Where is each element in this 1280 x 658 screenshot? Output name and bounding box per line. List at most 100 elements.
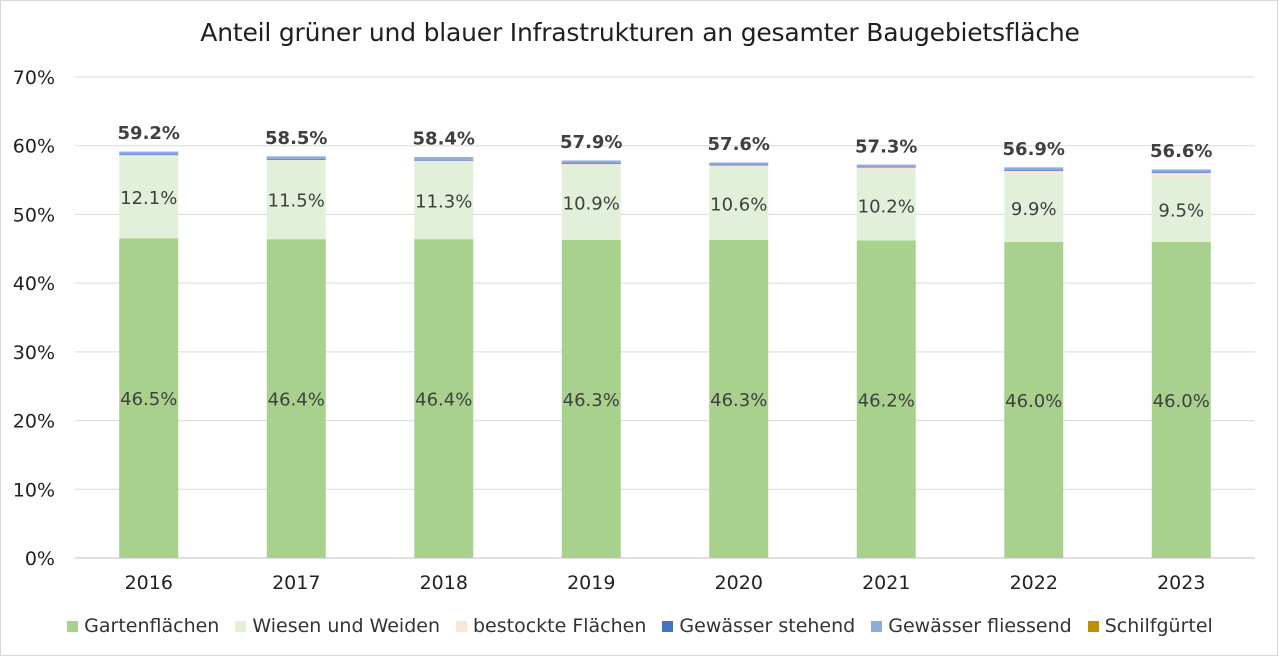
bar-segment [266, 156, 326, 160]
total-label: 57.6% [708, 134, 770, 155]
total-label: 57.9% [560, 132, 622, 153]
data-label: 46.0% [1005, 391, 1062, 412]
legend-swatch [1087, 620, 1099, 632]
y-tick-label: 20% [13, 411, 55, 433]
bar-segment [119, 154, 179, 156]
bar-segment [414, 161, 474, 240]
legend-swatch [67, 620, 79, 632]
data-label: 46.3% [563, 390, 620, 411]
legend-item: Schilfgürtel [1087, 615, 1213, 637]
legend-item: Wiesen und Weiden [235, 615, 440, 637]
total-label: 58.4% [413, 129, 475, 150]
bar-segment [266, 159, 326, 160]
legend-item: Gewässer fliessend [871, 615, 1072, 637]
bar-segment [561, 163, 621, 165]
data-label: 10.6% [710, 194, 767, 215]
bar-segment [561, 163, 621, 165]
bar-segment [414, 157, 474, 160]
data-label: 46.0% [1153, 391, 1210, 412]
bar-segment [119, 155, 179, 239]
legend-label: Gewässer fliessend [888, 615, 1072, 637]
bar-segment [709, 164, 769, 166]
bar-segment [119, 151, 179, 155]
legend-swatch [871, 620, 883, 632]
data-label: 10.9% [563, 193, 620, 214]
bar-segment [414, 160, 474, 162]
bar-segment [709, 164, 769, 168]
data-label: 12.1% [120, 188, 177, 209]
bar-segment [1151, 172, 1211, 177]
plot-area: 0% 10% 20% 30% 40% 50% 60% 70% 46.5% 12.1% 59.2% 20… [13, 67, 1255, 594]
data-label: 46.2% [858, 390, 915, 411]
legend-item: Gewässer stehend [662, 615, 855, 637]
legend-swatch [662, 620, 674, 632]
y-tick-label: 60% [13, 136, 55, 158]
bar-segment [856, 240, 916, 559]
bar-segment [266, 239, 326, 558]
x-tick-label: 2020 [715, 572, 763, 594]
bar-segment [1004, 170, 1064, 174]
data-label: 46.5% [120, 389, 177, 410]
bar-segment [119, 238, 179, 558]
bar-segment [709, 162, 769, 165]
total-label: 56.9% [1003, 139, 1065, 160]
data-label: 9.9% [1011, 199, 1057, 220]
bar-segment [1151, 176, 1211, 242]
x-tick-label: 2019 [567, 572, 615, 594]
bar-segment [856, 170, 916, 241]
total-label: 56.6% [1150, 141, 1212, 162]
bar-segment [1004, 170, 1064, 171]
legend-label: Gewässer stehend [679, 615, 856, 637]
data-label: 46.3% [710, 390, 767, 411]
y-tick-label: 70% [13, 67, 55, 89]
bar-segment [856, 164, 916, 167]
legend-swatch [235, 620, 247, 632]
data-label: 9.5% [1158, 200, 1204, 221]
x-tick-label: 2022 [1010, 572, 1058, 594]
bar-segment [561, 239, 621, 559]
bar-segment [1151, 169, 1211, 173]
bar-segment [1151, 241, 1211, 558]
legend-label: Gartenflächen [84, 615, 220, 637]
legend-item: bestockte Flächen [455, 615, 647, 637]
y-tick-label: 30% [13, 342, 55, 364]
bar-segment [1004, 167, 1064, 171]
data-label: 10.2% [858, 196, 915, 217]
data-label: 46.4% [268, 390, 325, 411]
y-tick-label: 50% [13, 204, 55, 226]
chart-title: Anteil grüner und blauer Infrastrukturen… [200, 18, 1080, 47]
total-label: 57.3% [855, 136, 917, 157]
bar-segment [856, 166, 916, 168]
bar-segment [1004, 241, 1064, 558]
data-label: 11.5% [268, 191, 325, 212]
x-tick-label: 2017 [272, 572, 320, 594]
bar-segment [856, 167, 916, 171]
legend-swatch [455, 620, 467, 632]
y-tick-label: 0% [25, 548, 55, 570]
bar-segment [561, 160, 621, 164]
legend: Gartenflächen Wiesen und Weiden bestockte … [0, 614, 1280, 638]
x-tick-label: 2021 [862, 572, 910, 594]
total-label: 58.5% [265, 128, 327, 149]
bar-segment [1004, 173, 1064, 242]
x-tick-label: 2016 [125, 572, 173, 594]
bar-segment [414, 239, 474, 558]
total-label: 59.2% [118, 123, 180, 144]
bar-segment [709, 239, 769, 559]
bar-segment [266, 160, 326, 240]
x-tick-label: 2023 [1157, 572, 1205, 594]
data-label: 11.3% [415, 191, 472, 212]
legend-label: bestockte Flächen [472, 615, 647, 637]
y-tick-label: 10% [13, 479, 55, 501]
bar-segment [1151, 172, 1211, 173]
legend-item: Gartenflächen [67, 615, 219, 637]
y-tick-label: 40% [13, 273, 55, 295]
bar-segment [561, 164, 621, 240]
x-tick-label: 2018 [420, 572, 468, 594]
legend-label: Schilfgürtel [1104, 615, 1213, 637]
data-label: 46.4% [415, 390, 472, 411]
bar-segment [414, 159, 474, 161]
bar-segment [709, 167, 769, 240]
legend-label: Wiesen und Weiden [252, 615, 440, 637]
